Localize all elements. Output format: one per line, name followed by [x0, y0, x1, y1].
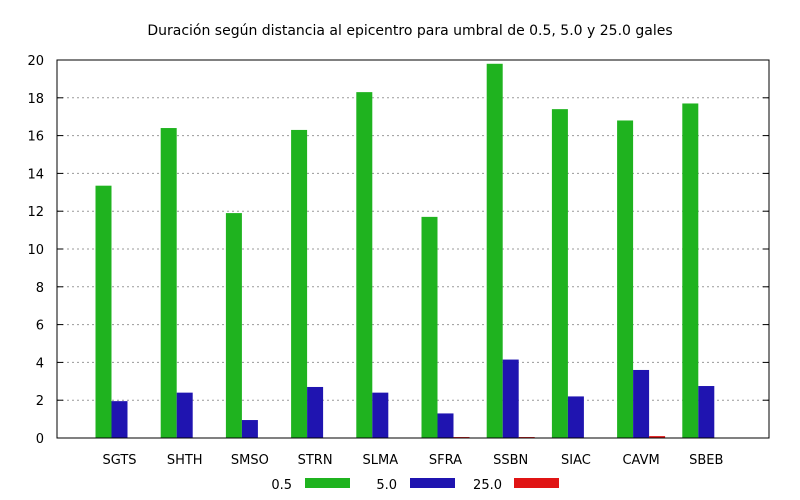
legend-swatch [305, 478, 350, 488]
legend-label: 0.5 [271, 478, 292, 493]
grid-lines [57, 97, 769, 401]
chart-title: Duración según distancia al epicentro pa… [147, 23, 672, 39]
x-tick-label: SHTH [167, 453, 203, 468]
bar-25-0-cavm [649, 436, 666, 438]
y-tick-label: 4 [36, 356, 44, 371]
legend-swatch [514, 478, 559, 488]
x-tick-label: SFRA [429, 453, 462, 468]
y-tick-label: 16 [27, 130, 44, 145]
y-tick-label: 14 [27, 167, 44, 182]
legend: 0.5 5.0 25.0 [271, 478, 559, 493]
y-tick-label: 10 [27, 243, 44, 258]
bar-0-5-cavm [617, 120, 634, 438]
y-tick-label: 18 [27, 92, 44, 107]
bar-5-0-sgts [111, 401, 128, 438]
bar-0-5-strn [291, 129, 308, 438]
bar-5-0-sfra [437, 413, 454, 438]
bar-5-0-siac [567, 396, 584, 438]
y-tick-label: 0 [36, 432, 44, 447]
y-tick-label: 20 [27, 54, 44, 69]
y-axis: 0 2 4 6 8 10 12 14 16 18 20 [27, 54, 769, 447]
x-tick-label: SMSO [231, 453, 269, 468]
bar-5-0-sbeb [698, 386, 715, 438]
y-tick-label: 6 [36, 319, 44, 334]
x-tick-label: SIAC [561, 453, 591, 468]
bar-5-0-cavm [633, 369, 650, 438]
bar-0-5-slma [356, 92, 373, 438]
x-tick-label: CAVM [622, 453, 659, 468]
bar-0-5-ssbn [486, 63, 503, 438]
bar-0-5-sgts [95, 185, 112, 438]
x-axis: SGTS SHTH SMSO STRN SLMA SFRA SSBN SIAC CAVM SBEB [102, 453, 723, 468]
bar-0-5-smso [225, 213, 242, 438]
legend-swatch [410, 478, 455, 488]
bar-0-5-shth [160, 128, 177, 439]
bars [95, 63, 715, 439]
y-tick-label: 12 [27, 205, 44, 220]
bar-5-0-ssbn [502, 359, 519, 438]
bar-5-0-strn [307, 386, 324, 438]
x-tick-label: SLMA [362, 453, 398, 468]
bar-0-5-sfra [421, 216, 438, 438]
x-tick-label: SBEB [689, 453, 723, 468]
bar-0-5-siac [551, 109, 568, 438]
legend-label: 5.0 [376, 478, 397, 493]
y-tick-label: 8 [36, 281, 44, 296]
x-tick-label: STRN [298, 453, 333, 468]
legend-label: 25.0 [473, 478, 502, 493]
bar-5-0-shth [176, 392, 193, 438]
bar-5-0-slma [372, 392, 389, 438]
bar-0-5-sbeb [682, 103, 699, 438]
x-tick-label: SGTS [102, 453, 136, 468]
x-tick-label: SSBN [493, 453, 528, 468]
y-tick-label: 2 [36, 394, 44, 409]
bar-5-0-smso [241, 420, 258, 438]
